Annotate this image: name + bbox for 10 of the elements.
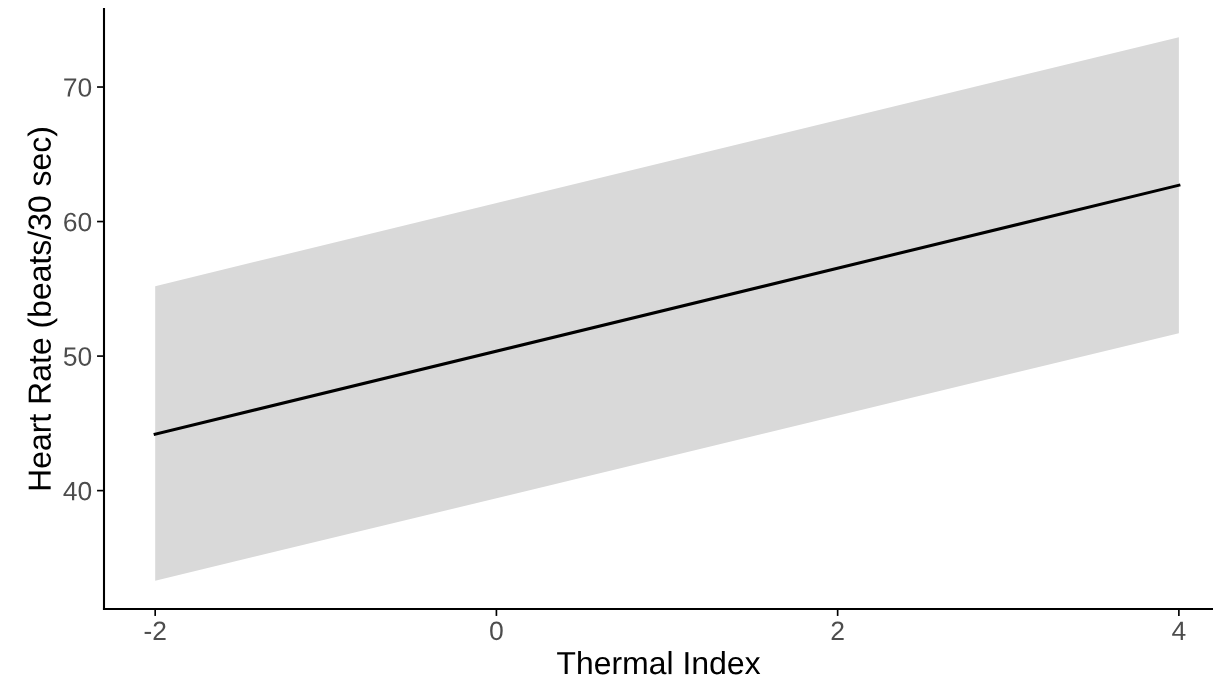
y-tick-label: 60 bbox=[64, 212, 92, 232]
y-tick-label: 50 bbox=[63, 347, 92, 366]
y-axis-title: Heart Rate (beats/30 sec) bbox=[27, 128, 58, 490]
x-tick-label: -2 bbox=[144, 621, 166, 640]
x-tick-label: 2 bbox=[831, 621, 844, 640]
y-tick-label: 40 bbox=[63, 481, 92, 501]
y-tick-label: 70 bbox=[64, 78, 92, 97]
x-tick-label: 0 bbox=[490, 621, 503, 641]
x-axis-title: Thermal Index bbox=[557, 650, 761, 675]
x-tick-label: 4 bbox=[1172, 621, 1186, 640]
